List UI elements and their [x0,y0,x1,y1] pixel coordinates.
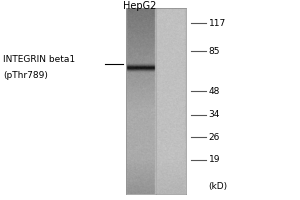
Text: INTEGRIN beta1: INTEGRIN beta1 [3,55,75,64]
Text: HepG2: HepG2 [123,1,156,11]
Text: 48: 48 [208,86,220,96]
Text: (kD): (kD) [208,182,228,190]
Text: 34: 34 [208,110,220,119]
Text: 19: 19 [208,156,220,164]
Text: 117: 117 [208,19,226,27]
Text: (pThr789): (pThr789) [3,72,48,80]
Text: 26: 26 [208,132,220,142]
Text: 85: 85 [208,46,220,55]
